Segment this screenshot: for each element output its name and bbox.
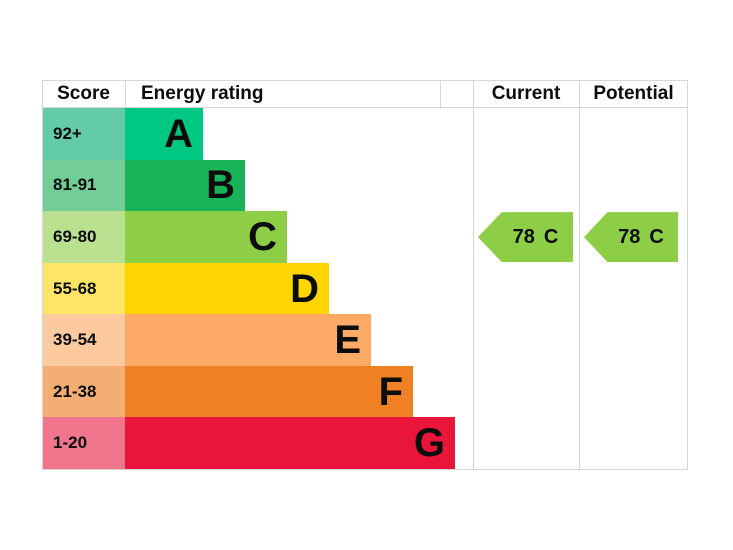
band-letter: G [413, 421, 445, 466]
band-row: 1-20 G [43, 417, 473, 470]
band-score-cell: 1-20 [43, 417, 125, 470]
band-bar: F [125, 365, 413, 418]
band-score-cell: 81-91 [43, 159, 125, 212]
band-score-label: 81-91 [53, 175, 97, 195]
band-score-cell: 92+ [43, 108, 125, 160]
band-bar: G [125, 417, 455, 470]
band-score-label: 1-20 [53, 433, 88, 453]
potential-rating-arrow: 78 C [584, 212, 678, 263]
energy-rating-chart: Score Energy rating Current Potential 92… [42, 80, 688, 470]
band-letter: A [164, 111, 193, 156]
potential-score-value: 78 [618, 225, 641, 248]
band-score-cell: 21-38 [43, 365, 125, 418]
band-bar: B [125, 159, 245, 212]
potential-column-header: Potential [593, 82, 674, 104]
band-bar: C [125, 211, 287, 263]
band-row: 55-68 D [43, 262, 473, 315]
potential-column-divider [579, 80, 580, 470]
band-row: 92+ A [43, 108, 473, 160]
band-score-cell: 55-68 [43, 262, 125, 315]
band-score-label: 55-68 [53, 278, 97, 298]
band-bar: D [125, 262, 329, 315]
band-score-cell: 69-80 [43, 211, 125, 263]
band-letter: D [290, 266, 319, 311]
potential-band-letter: C [649, 225, 664, 248]
score-column-divider [125, 80, 126, 107]
band-bar: E [125, 314, 371, 366]
energy-rating-column-header: Energy rating [141, 82, 264, 104]
band-letter: F [378, 369, 403, 414]
band-bar: A [125, 108, 203, 160]
current-column-divider [473, 80, 474, 470]
band-letter: B [206, 163, 235, 208]
band-row: 21-38 F [43, 365, 473, 418]
band-rows: 92+ A 81-91 B 69-80 C 55-68 D 39-54 [43, 108, 473, 470]
band-letter: C [248, 214, 277, 259]
band-row: 39-54 E [43, 314, 473, 366]
band-row: 69-80 C [43, 211, 473, 263]
band-row: 81-91 B [43, 159, 473, 212]
current-column-header: Current [491, 82, 561, 104]
current-score-value: 78 [512, 225, 535, 248]
band-score-label: 92+ [53, 123, 82, 143]
band-letter: E [334, 318, 361, 363]
band-score-label: 21-38 [53, 381, 97, 401]
header-divider [42, 107, 688, 108]
band-score-cell: 39-54 [43, 314, 125, 366]
current-rating-arrow: 78 C [478, 212, 573, 263]
rating-header-divider [440, 80, 441, 107]
score-column-header: Score [57, 82, 110, 104]
band-score-label: 39-54 [53, 330, 97, 350]
current-band-letter: C [543, 225, 559, 248]
band-score-label: 69-80 [53, 226, 97, 246]
